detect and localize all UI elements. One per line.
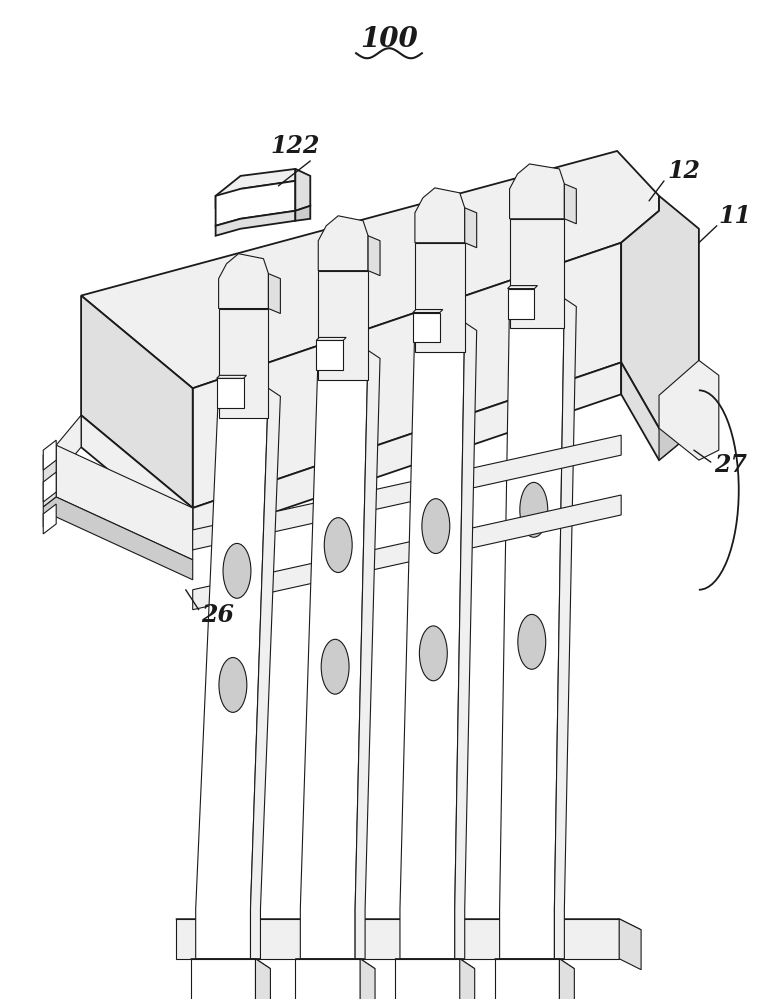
Ellipse shape bbox=[520, 482, 548, 537]
Text: 100: 100 bbox=[360, 26, 418, 53]
Polygon shape bbox=[659, 395, 699, 460]
Polygon shape bbox=[415, 188, 464, 243]
Polygon shape bbox=[317, 340, 343, 370]
Polygon shape bbox=[400, 322, 464, 959]
Polygon shape bbox=[507, 289, 534, 319]
Polygon shape bbox=[499, 299, 564, 959]
Polygon shape bbox=[621, 196, 699, 428]
Polygon shape bbox=[216, 375, 247, 378]
Polygon shape bbox=[191, 959, 255, 1000]
Polygon shape bbox=[44, 472, 56, 502]
Polygon shape bbox=[507, 286, 538, 289]
Polygon shape bbox=[318, 271, 368, 380]
Polygon shape bbox=[44, 440, 56, 470]
Polygon shape bbox=[219, 254, 268, 309]
Polygon shape bbox=[81, 151, 659, 388]
Text: 12: 12 bbox=[667, 159, 700, 183]
Polygon shape bbox=[368, 236, 380, 276]
Polygon shape bbox=[296, 169, 310, 211]
Polygon shape bbox=[193, 243, 621, 508]
Polygon shape bbox=[81, 296, 193, 508]
Polygon shape bbox=[318, 216, 368, 271]
Polygon shape bbox=[191, 959, 271, 969]
Polygon shape bbox=[216, 169, 296, 209]
Ellipse shape bbox=[419, 626, 447, 681]
Polygon shape bbox=[460, 959, 475, 1000]
Text: 11: 11 bbox=[719, 204, 752, 228]
Polygon shape bbox=[296, 959, 360, 1000]
Polygon shape bbox=[193, 435, 621, 550]
Polygon shape bbox=[659, 360, 719, 460]
Polygon shape bbox=[219, 309, 268, 418]
Polygon shape bbox=[621, 362, 699, 460]
Polygon shape bbox=[176, 919, 619, 959]
Polygon shape bbox=[255, 959, 271, 1000]
Ellipse shape bbox=[321, 639, 349, 694]
Polygon shape bbox=[216, 181, 296, 226]
Polygon shape bbox=[193, 362, 621, 540]
Text: 122: 122 bbox=[271, 134, 320, 158]
Polygon shape bbox=[395, 959, 460, 1000]
Polygon shape bbox=[56, 415, 81, 477]
Polygon shape bbox=[56, 445, 193, 560]
Polygon shape bbox=[360, 959, 375, 1000]
Polygon shape bbox=[268, 274, 280, 314]
Polygon shape bbox=[564, 184, 576, 224]
Ellipse shape bbox=[324, 518, 352, 572]
Ellipse shape bbox=[219, 658, 247, 712]
Polygon shape bbox=[464, 208, 477, 248]
Text: 27: 27 bbox=[714, 453, 747, 477]
Polygon shape bbox=[395, 959, 475, 969]
Polygon shape bbox=[216, 378, 244, 408]
Polygon shape bbox=[216, 211, 296, 236]
Polygon shape bbox=[196, 388, 268, 959]
Polygon shape bbox=[193, 495, 621, 610]
Polygon shape bbox=[495, 959, 559, 1000]
Ellipse shape bbox=[223, 543, 251, 598]
Polygon shape bbox=[510, 164, 564, 219]
Polygon shape bbox=[619, 919, 641, 970]
Polygon shape bbox=[251, 388, 280, 959]
Polygon shape bbox=[44, 504, 56, 534]
Polygon shape bbox=[555, 299, 576, 959]
Polygon shape bbox=[559, 959, 574, 1000]
Ellipse shape bbox=[518, 614, 545, 669]
Polygon shape bbox=[44, 497, 193, 580]
Polygon shape bbox=[296, 959, 375, 969]
Polygon shape bbox=[296, 206, 310, 221]
Polygon shape bbox=[81, 415, 193, 540]
Polygon shape bbox=[495, 959, 574, 969]
Text: 26: 26 bbox=[201, 603, 233, 627]
Polygon shape bbox=[413, 310, 443, 313]
Polygon shape bbox=[415, 243, 464, 352]
Polygon shape bbox=[317, 337, 346, 340]
Polygon shape bbox=[300, 350, 368, 959]
Ellipse shape bbox=[422, 499, 450, 554]
Polygon shape bbox=[510, 219, 564, 328]
Polygon shape bbox=[455, 322, 477, 959]
Polygon shape bbox=[44, 445, 56, 507]
Polygon shape bbox=[355, 350, 380, 959]
Polygon shape bbox=[176, 919, 641, 930]
Polygon shape bbox=[413, 313, 440, 342]
